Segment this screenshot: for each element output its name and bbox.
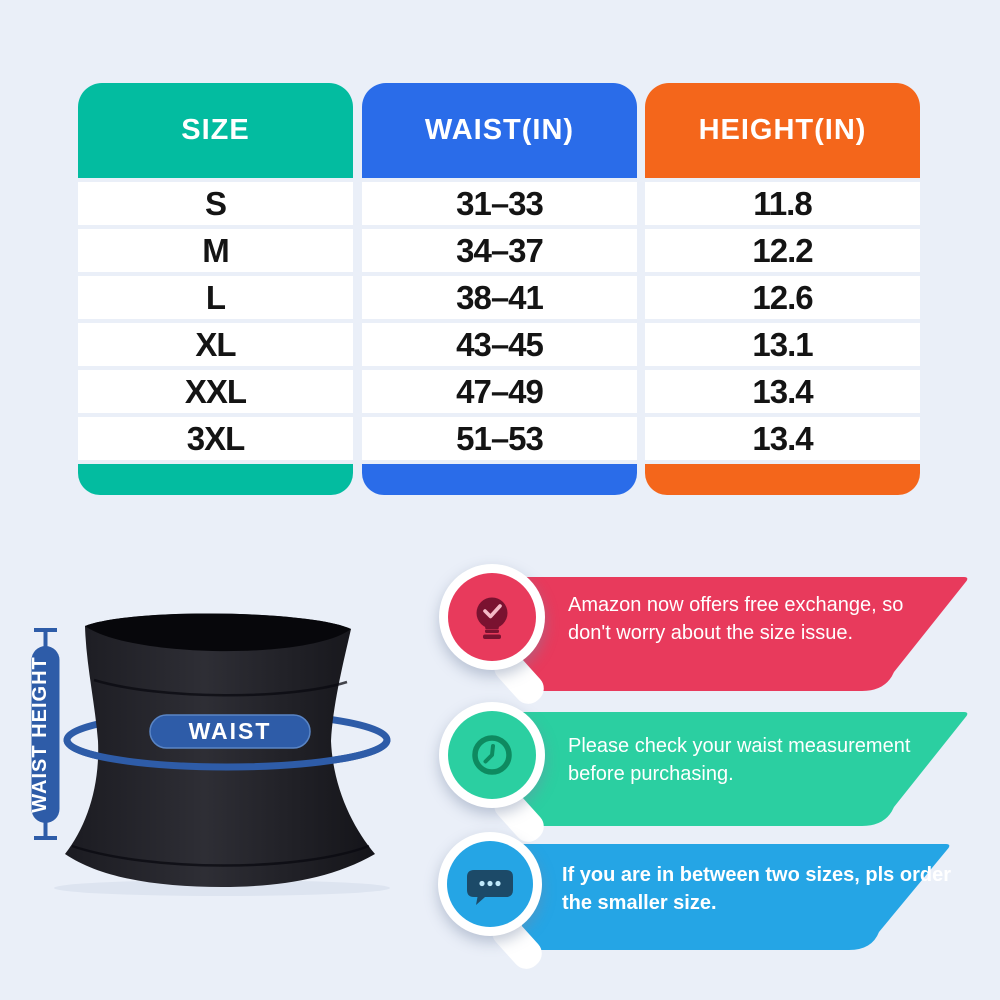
table-cell-size: L bbox=[78, 276, 353, 319]
badge-inner-circle bbox=[448, 711, 536, 799]
waist-trainer-illustration: WAIST HEIGHT WAIST bbox=[29, 613, 391, 896]
table-cell-height: 12.6 bbox=[645, 276, 920, 319]
table-cell-height: 12.2 bbox=[645, 229, 920, 272]
callout-banner-exchange bbox=[520, 577, 968, 691]
table-cell-size: S bbox=[78, 182, 353, 225]
table-cell-size: 3XL bbox=[78, 417, 353, 460]
lightbulb-check-icon bbox=[476, 597, 508, 639]
column-footer-height bbox=[645, 464, 920, 495]
callout-banner-between-sizes bbox=[522, 844, 950, 950]
callout-text-measure: Please check your waist measurement befo… bbox=[568, 735, 911, 785]
table-cell-height: 13.4 bbox=[645, 370, 920, 413]
column-header-size: SIZE bbox=[78, 83, 353, 178]
garment-seam-top bbox=[93, 678, 348, 697]
column-footer-size bbox=[78, 464, 353, 495]
table-cell-height: 13.1 bbox=[645, 323, 920, 366]
waist-pill bbox=[149, 714, 311, 749]
garment-shadow bbox=[54, 880, 390, 896]
waist-height-ruler bbox=[34, 628, 57, 840]
garment-seam-bottom bbox=[71, 844, 370, 867]
table-cell-waist: 38–41 bbox=[362, 276, 637, 319]
table-cell-waist: 51–53 bbox=[362, 417, 637, 460]
callout-banner-measure bbox=[520, 712, 968, 826]
column-footer-waist bbox=[362, 464, 637, 495]
table-cell-height: 13.4 bbox=[645, 417, 920, 460]
table-cell-size: XXL bbox=[78, 370, 353, 413]
callout-text-between-sizes: If you are in between two sizes, pls ord… bbox=[562, 864, 951, 914]
table-column-waist: WAIST(IN) 31–33 34–37 38–41 43–45 47–49 … bbox=[362, 83, 637, 495]
table-cell-waist: 47–49 bbox=[362, 370, 637, 413]
table-cell-waist: 34–37 bbox=[362, 229, 637, 272]
table-column-size: SIZE S M L XL XXL 3XL bbox=[78, 83, 353, 495]
waist-label: WAIST bbox=[189, 718, 272, 744]
table-column-height: HEIGHT(IN) 11.8 12.2 12.6 13.1 13.4 13.4 bbox=[645, 83, 920, 495]
waist-trainer-garment bbox=[65, 613, 375, 887]
table-cell-height: 11.8 bbox=[645, 182, 920, 225]
badge-inner-circle bbox=[447, 841, 533, 927]
column-header-waist: WAIST(IN) bbox=[362, 83, 637, 178]
garment-opening bbox=[85, 613, 351, 652]
chat-dots-icon bbox=[467, 870, 513, 905]
waist-measure-ellipse-front bbox=[63, 739, 391, 771]
waist-height-label: WAIST HEIGHT bbox=[29, 656, 51, 812]
clock-icon bbox=[472, 735, 512, 775]
column-header-height: HEIGHT(IN) bbox=[645, 83, 920, 178]
table-cell-waist: 31–33 bbox=[362, 182, 637, 225]
callout-text-exchange: Amazon now offers free exchange, so don'… bbox=[568, 594, 904, 644]
badge-inner-circle bbox=[448, 573, 536, 661]
table-cell-size: M bbox=[78, 229, 353, 272]
table-cell-waist: 43–45 bbox=[362, 323, 637, 366]
waist-height-pill bbox=[31, 646, 60, 823]
table-cell-size: XL bbox=[78, 323, 353, 366]
